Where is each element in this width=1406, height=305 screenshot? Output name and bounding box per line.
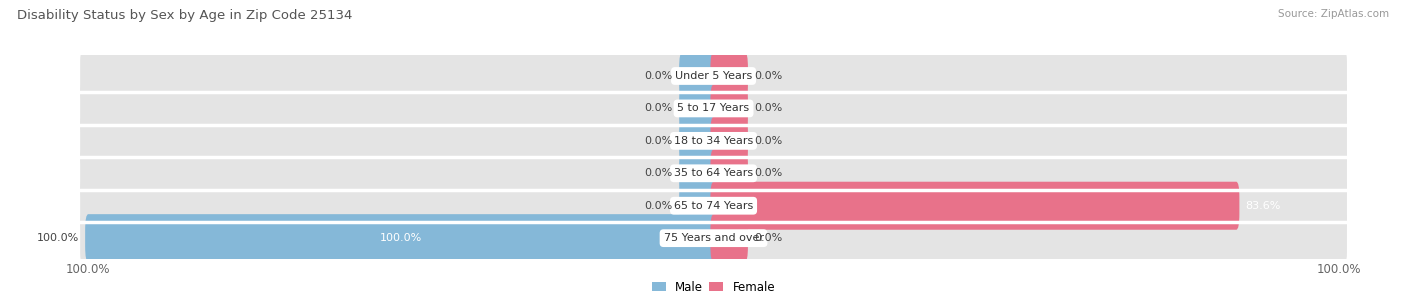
Text: 100.0%: 100.0% <box>37 233 79 243</box>
FancyBboxPatch shape <box>710 117 748 165</box>
Text: 0.0%: 0.0% <box>754 103 782 113</box>
FancyBboxPatch shape <box>679 117 717 165</box>
Text: 18 to 34 Years: 18 to 34 Years <box>673 136 754 146</box>
Text: 5 to 17 Years: 5 to 17 Years <box>678 103 749 113</box>
Text: 75 Years and over: 75 Years and over <box>664 233 763 243</box>
Legend: Male, Female: Male, Female <box>647 276 780 298</box>
Text: Disability Status by Sex by Age in Zip Code 25134: Disability Status by Sex by Age in Zip C… <box>17 9 353 22</box>
FancyBboxPatch shape <box>80 84 1347 132</box>
Text: 0.0%: 0.0% <box>645 71 673 81</box>
FancyBboxPatch shape <box>80 214 1347 262</box>
FancyBboxPatch shape <box>710 182 1240 230</box>
Text: 83.6%: 83.6% <box>1246 201 1281 211</box>
Text: 0.0%: 0.0% <box>754 233 782 243</box>
FancyBboxPatch shape <box>80 52 1347 100</box>
FancyBboxPatch shape <box>86 214 717 262</box>
Text: 0.0%: 0.0% <box>645 168 673 178</box>
Text: 0.0%: 0.0% <box>645 136 673 146</box>
Text: 65 to 74 Years: 65 to 74 Years <box>673 201 754 211</box>
FancyBboxPatch shape <box>710 214 748 262</box>
FancyBboxPatch shape <box>679 52 717 100</box>
Text: 35 to 64 Years: 35 to 64 Years <box>673 168 754 178</box>
FancyBboxPatch shape <box>80 149 1347 197</box>
Text: 0.0%: 0.0% <box>645 103 673 113</box>
Text: 0.0%: 0.0% <box>754 168 782 178</box>
FancyBboxPatch shape <box>80 182 1347 230</box>
Text: 0.0%: 0.0% <box>754 71 782 81</box>
Text: 0.0%: 0.0% <box>754 136 782 146</box>
Text: 100.0%: 100.0% <box>380 233 422 243</box>
FancyBboxPatch shape <box>679 182 717 230</box>
FancyBboxPatch shape <box>710 52 748 100</box>
Text: Source: ZipAtlas.com: Source: ZipAtlas.com <box>1278 9 1389 19</box>
Text: 0.0%: 0.0% <box>645 201 673 211</box>
FancyBboxPatch shape <box>710 149 748 197</box>
FancyBboxPatch shape <box>679 84 717 132</box>
FancyBboxPatch shape <box>710 84 748 132</box>
Text: Under 5 Years: Under 5 Years <box>675 71 752 81</box>
FancyBboxPatch shape <box>80 117 1347 165</box>
FancyBboxPatch shape <box>679 149 717 197</box>
